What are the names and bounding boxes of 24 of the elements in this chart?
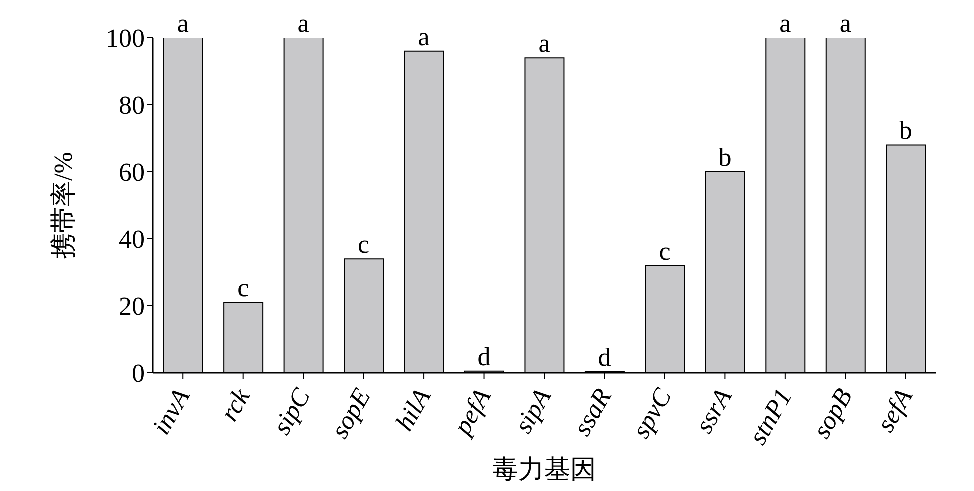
annotation: a <box>298 9 310 38</box>
y-tick-label: 80 <box>119 91 145 120</box>
annotation: d <box>598 342 612 372</box>
annotation: c <box>238 274 250 303</box>
y-tick-label: 40 <box>119 225 145 254</box>
x-tick-label: sefA <box>870 384 918 438</box>
y-tick-label: 20 <box>119 292 145 322</box>
annotation: b <box>718 143 732 172</box>
annotation: a <box>177 9 190 38</box>
x-axis-title: 毒力基因 <box>492 455 596 484</box>
x-tick-label: rck <box>214 383 256 426</box>
x-tick-label: hilA <box>390 384 437 436</box>
annotation: d <box>478 342 491 372</box>
y-tick-label: 100 <box>106 24 145 54</box>
annotation: c <box>358 230 370 260</box>
annotation: c <box>659 236 671 266</box>
y-axis-title: 携带率/% <box>49 152 78 259</box>
y-tick-label: 0 <box>132 359 145 388</box>
annotation: b <box>899 116 912 146</box>
annotation: a <box>538 29 551 58</box>
annotation: a <box>418 22 430 52</box>
y-tick-label: 60 <box>119 158 145 188</box>
annotation: a <box>780 9 792 38</box>
annotation: a <box>840 9 852 38</box>
